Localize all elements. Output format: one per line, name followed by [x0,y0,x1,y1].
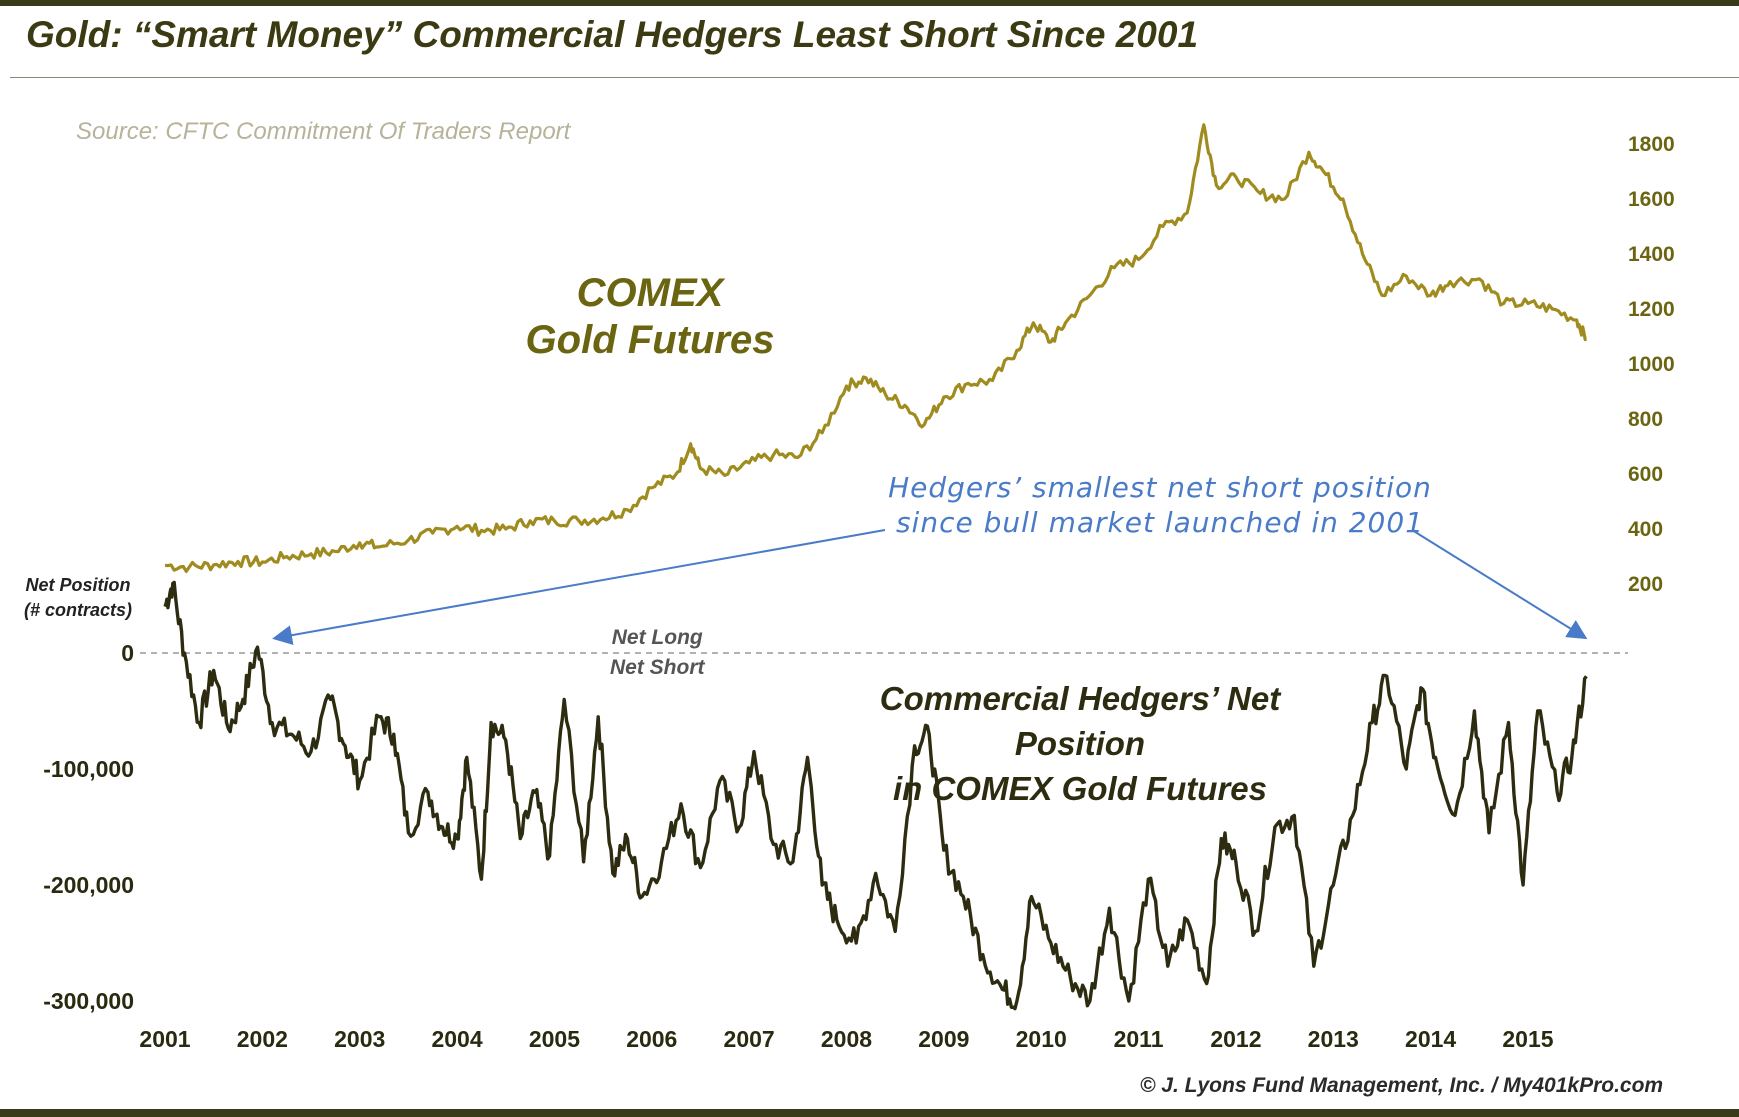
left-axis-title: Net Position (# contracts) [24,573,132,623]
gold-axis-tick-label: 1400 [1628,243,1675,266]
gold-axis-tick-label: 400 [1628,518,1663,541]
x-axis-tick-label: 2011 [1114,1026,1164,1052]
page-title: Gold: “Smart Money” Commercial Hedgers L… [26,14,1199,55]
x-axis-tick-label: 2010 [1016,1026,1067,1052]
x-axis-tick-label: 2007 [724,1026,775,1052]
x-axis-tick-label: 2005 [529,1026,580,1052]
gold-axis-ticks: 200 400 600 800 1000 1200 1400 1600 1800 [1628,133,1675,596]
bottom-border [0,1109,1739,1117]
copyright-footer: © J. Lyons Fund Management, Inc. / My401… [1140,1074,1664,1097]
gold-label-line1: COMEX [576,271,724,315]
annotation-line2: since bull market launched in 2001 [895,506,1425,539]
left-axis-title-line1: Net Position [25,575,131,595]
annotation-arrow-right [1411,529,1588,640]
gold-axis-tick-label: 800 [1628,408,1663,431]
x-axis-tick-label: 2003 [334,1026,385,1052]
x-axis-tick-label: 2009 [918,1026,969,1052]
gold-series-label: COMEX Gold Futures [500,270,800,364]
zero-line-labels: Net Long Net Short [610,623,705,683]
hedgers-axis-tick-label: -100,000 [43,756,134,782]
hedgers-axis-tick-label: -300,000 [43,988,134,1014]
hedgers-label-line1: Commercial Hedgers’ Net Position [879,680,1281,762]
gold-axis-tick-label: 1600 [1628,188,1675,211]
x-axis-tick-label: 2004 [431,1026,482,1052]
x-axis-tick-label: 2002 [237,1026,288,1052]
annotation-line1: Hedgers’ smallest net short position [888,471,1432,504]
x-axis-tick-label: 2001 [139,1026,190,1052]
x-axis-ticks: 2001 2002 2003 2004 2005 2006 2007 2008 2009 2010… [139,1026,1553,1052]
hedgers-series-label: Commercial Hedgers’ Net Position in COME… [820,676,1340,811]
gold-label-line2: Gold Futures [525,318,775,362]
hedgers-net-position-line [163,580,1588,1011]
hedgers-axis-tick-label: -200,000 [43,872,134,898]
x-axis-tick-label: 2015 [1502,1026,1553,1052]
x-axis-tick-label: 2014 [1405,1026,1456,1052]
title-divider [10,77,1739,78]
annotation-arrow-left [272,529,886,646]
net-short-label: Net Short [610,656,705,679]
gold-axis-tick-label: 1200 [1628,298,1675,321]
net-long-label: Net Long [611,626,703,649]
gold-axis-tick-label: 600 [1628,463,1663,486]
top-border [0,0,1739,6]
hedgers-axis-tick-label: 0 [121,640,134,666]
x-axis-tick-label: 2006 [626,1026,677,1052]
gold-price-line [164,123,1587,573]
gold-axis-tick-label: 1800 [1628,133,1675,156]
gold-axis-tick-label: 1000 [1628,353,1675,376]
hedgers-axis-ticks: 0 -100,000 -200,000 -300,000 [43,640,134,1014]
left-axis-title-line2: (# contracts) [24,600,133,620]
x-axis-tick-label: 2008 [821,1026,872,1052]
x-axis-tick-label: 2013 [1308,1026,1359,1052]
x-axis-tick-label: 2012 [1210,1026,1261,1052]
annotation-text: Hedgers’ smallest net short position sin… [880,470,1440,540]
hedgers-label-line2: in COMEX Gold Futures [892,770,1267,807]
source-note: Source: CFTC Commitment Of Traders Repor… [76,118,571,145]
gold-axis-tick-label: 200 [1628,573,1663,596]
